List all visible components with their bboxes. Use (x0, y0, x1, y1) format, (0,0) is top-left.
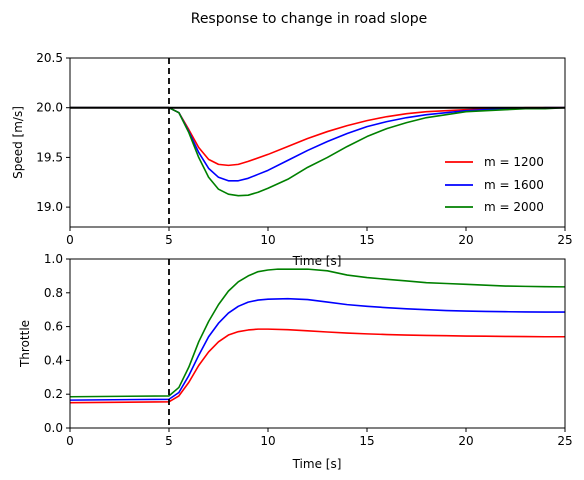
throttle-y-axis-label: Throttle (18, 320, 32, 368)
throttle-axes: 0 5 10 15 20 25 0.0 0.2 0.4 0.6 0.8 1.0 Time [s] T… (18, 252, 573, 471)
throttle-y-tick-label: 0.2 (44, 387, 63, 401)
speed-y-tick-label: 19.0 (36, 200, 63, 214)
chart-title: Response to change in road slope (191, 11, 428, 27)
speed-x-tick-label: 0 (66, 233, 74, 247)
speed-axes-frame (69, 57, 566, 228)
speed-series-line-2 (70, 106, 565, 182)
speed-x-tick-label: 20 (458, 233, 473, 247)
speed-x-tick-label: 10 (260, 233, 275, 247)
speed-axes: 0 5 10 15 20 25 19.0 19.5 20.0 20.5 Time [s] Spe… (11, 51, 573, 268)
throttle-x-tick-label: 20 (458, 434, 473, 448)
speed-y-tick-label: 20.0 (36, 101, 63, 115)
legend-label-1600: m = 1600 (484, 178, 544, 192)
throttle-x-ticks: 0 5 10 15 20 25 (66, 428, 573, 448)
throttle-y-tick-label: 0.4 (44, 353, 63, 367)
speed-y-tick-label: 20.5 (36, 51, 63, 65)
throttle-axes-frame (69, 258, 566, 429)
throttle-x-tick-label: 5 (165, 434, 173, 448)
throttle-y-tick-label: 0.6 (44, 320, 63, 334)
throttle-x-tick-label: 0 (66, 434, 74, 448)
speed-y-tick-label: 19.5 (36, 150, 63, 164)
speed-series-line-3 (70, 106, 565, 197)
speed-x-tick-label: 25 (557, 233, 572, 247)
throttle-y-tick-label: 1.0 (44, 252, 63, 266)
legend: m = 1200 m = 1600 m = 2000 (445, 155, 544, 214)
speed-x-axis-label: Time [s] (292, 254, 342, 268)
speed-y-axis-label: Speed [m/s] (11, 106, 25, 179)
speed-x-tick-label: 15 (359, 233, 374, 247)
speed-series-layer (70, 106, 565, 197)
throttle-y-tick-label: 0.0 (44, 421, 63, 435)
speed-y-ticks: 19.0 19.5 20.0 20.5 (36, 51, 70, 214)
throttle-series-line-3 (70, 268, 565, 398)
speed-x-tick-label: 5 (165, 233, 173, 247)
legend-label-1200: m = 1200 (484, 155, 544, 169)
throttle-x-tick-label: 25 (557, 434, 572, 448)
throttle-series-layer (70, 268, 565, 404)
throttle-series-line-2 (70, 297, 565, 401)
throttle-x-axis-label: Time [s] (292, 457, 342, 471)
throttle-x-tick-label: 15 (359, 434, 374, 448)
throttle-y-ticks: 0.0 0.2 0.4 0.6 0.8 1.0 (44, 252, 70, 435)
speed-series-line-1 (70, 106, 565, 167)
throttle-x-tick-label: 10 (260, 434, 275, 448)
throttle-series-line-1 (70, 328, 565, 404)
legend-label-2000: m = 2000 (484, 200, 544, 214)
speed-x-ticks: 0 5 10 15 20 25 (66, 227, 573, 247)
throttle-y-tick-label: 0.8 (44, 286, 63, 300)
